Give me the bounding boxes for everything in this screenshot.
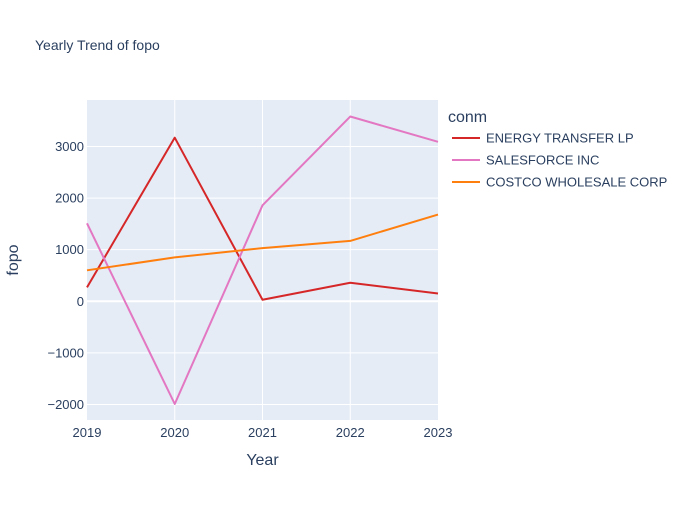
x-tick-label: 2023 (424, 425, 453, 440)
y-tick-label: 3000 (55, 139, 84, 154)
x-axis-ticks: 2019 2020 2021 2022 2023 (73, 425, 453, 440)
chart-title: Yearly Trend of fopo (35, 37, 160, 53)
legend-label: COSTCO WHOLESALE CORP (486, 175, 667, 190)
y-tick-label: 2000 (55, 191, 84, 206)
legend-item[interactable]: ENERGY TRANSFER LP (452, 131, 634, 146)
x-axis-label: Year (246, 452, 279, 469)
series-line-costco-wholesale-corp (86, 213, 439, 272)
x-tick-label: 2021 (248, 425, 277, 440)
y-axis-ticks: −2000 −1000 0 1000 2000 3000 (47, 139, 84, 412)
y-axis-label: fopo (5, 244, 22, 275)
y-tick-label: 0 (77, 294, 84, 309)
series-lines (86, 115, 439, 405)
y-tick-label: −1000 (47, 345, 84, 360)
legend-label: SALESFORCE INC (486, 153, 599, 168)
series-line-energy-transfer-lp (86, 136, 439, 301)
legend-items[interactable]: ENERGY TRANSFER LP SALESFORCE INC COSTCO W… (452, 131, 667, 190)
legend-title: conm (448, 109, 487, 126)
y-tick-label: 1000 (55, 242, 84, 257)
x-tick-label: 2022 (336, 425, 365, 440)
x-tick-label: 2020 (160, 425, 189, 440)
grid-lines (87, 100, 438, 420)
series-line-salesforce-inc (86, 115, 439, 405)
legend-label: ENERGY TRANSFER LP (486, 131, 634, 146)
x-tick-label: 2019 (73, 425, 102, 440)
legend-item[interactable]: SALESFORCE INC (452, 153, 599, 168)
legend-item[interactable]: COSTCO WHOLESALE CORP (452, 175, 667, 190)
y-tick-label: −2000 (47, 397, 84, 412)
legend[interactable]: conm ENERGY TRANSFER LP SALESFORCE INC COS… (448, 109, 667, 190)
